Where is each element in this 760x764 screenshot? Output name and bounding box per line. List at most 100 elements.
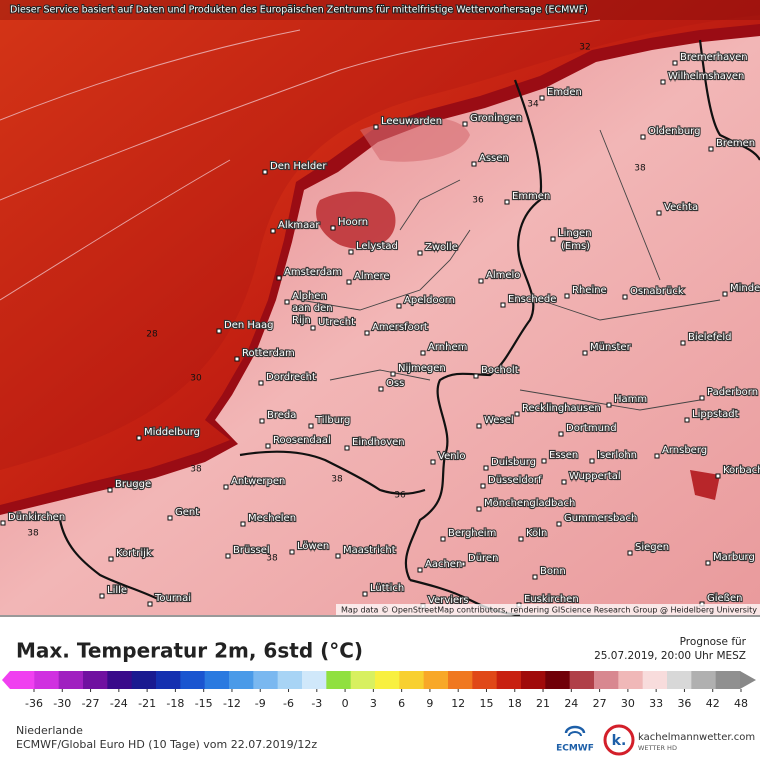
city-label[interactable]: Düsseldorf (487, 474, 543, 487)
city-label[interactable]: Gummersbach (563, 512, 639, 525)
city-label[interactable]: Nijmegen (397, 362, 447, 375)
city-label[interactable]: Zwolle (424, 241, 459, 254)
city-dot (589, 458, 595, 464)
city-dot (378, 386, 384, 392)
city-label[interactable]: Bremerhaven (679, 51, 749, 64)
city-label[interactable]: Rheine (571, 284, 608, 297)
city-label[interactable]: Verviers (427, 594, 470, 607)
city-label[interactable]: Vechta (663, 201, 699, 214)
city-label[interactable]: Brüssel (232, 544, 271, 557)
city-label[interactable]: Lingen (557, 227, 593, 240)
city-label[interactable]: Rijn (291, 314, 312, 327)
city-label[interactable]: Gießen (706, 592, 744, 605)
city-label[interactable]: Wilhelmshaven (667, 70, 746, 83)
city-label[interactable]: Hoorn (337, 216, 369, 229)
city-label[interactable]: Bielefeld (687, 331, 733, 344)
city-label[interactable]: Iserlohn (596, 449, 638, 462)
city-label[interactable]: Gent (174, 506, 200, 519)
city-label[interactable]: Almere (353, 270, 391, 283)
city-label[interactable]: Münster (589, 341, 633, 354)
city-label[interactable]: Emden (546, 86, 583, 99)
city-label[interactable]: Assen (478, 152, 510, 165)
city-label[interactable]: Euskirchen (523, 593, 580, 606)
colorbar-segment (253, 671, 279, 689)
city-label[interactable]: Rotterdam (241, 347, 296, 360)
city-label[interactable]: Siegen (634, 541, 670, 554)
city-label[interactable]: Mechelen (247, 512, 297, 525)
colorbar-tick-label: 6 (398, 697, 405, 710)
city-label[interactable]: Lüttich (369, 582, 405, 595)
city-label[interactable]: Osnabrück (629, 285, 685, 298)
city-label[interactable]: Aachen (424, 558, 463, 571)
city-label[interactable]: Apeldoorn (403, 294, 456, 307)
city-dot (346, 279, 352, 285)
city-label[interactable]: Recklinghausen (521, 402, 602, 415)
city-label[interactable]: Kortrijk (115, 547, 153, 560)
city-label[interactable]: Wesel (483, 414, 515, 427)
city-label[interactable]: Dordrecht (265, 371, 317, 384)
city-label[interactable]: Lille (106, 584, 128, 597)
city-label[interactable]: Brugge (114, 478, 152, 491)
city-label[interactable]: Oldenburg (647, 125, 702, 138)
city-label[interactable]: Dünkirchen (7, 511, 66, 524)
city-dot (373, 124, 379, 130)
city-label[interactable]: Bergheim (447, 527, 498, 540)
city-label[interactable]: Amersfoort (371, 321, 429, 334)
city-label[interactable]: Minden (729, 282, 760, 295)
city-label[interactable]: aan den (291, 302, 334, 315)
city-label[interactable]: Löwen (296, 540, 330, 553)
city-label[interactable]: Almelo (485, 269, 522, 282)
city-label[interactable]: Alphen (291, 290, 328, 303)
city-label[interactable]: Lelystad (355, 240, 399, 253)
city-label[interactable]: Marburg (712, 551, 756, 564)
city-label[interactable]: Hamm (613, 393, 648, 406)
city-label[interactable]: Düren (467, 552, 500, 565)
city-label[interactable]: Emmen (511, 190, 551, 203)
city-label[interactable]: Maastricht (342, 544, 397, 557)
city-label[interactable]: (Ems) (560, 240, 591, 253)
city-label[interactable]: Den Helder (269, 160, 329, 173)
city-label[interactable]: Enschede (507, 293, 558, 306)
city-label[interactable]: Den Haag (223, 319, 275, 332)
city-label[interactable]: Venlo (437, 450, 467, 463)
city-label[interactable]: Lippstadt (691, 408, 740, 421)
city-label[interactable]: Bocholt (480, 364, 520, 377)
city-label[interactable]: Breda (266, 409, 298, 422)
city-label[interactable]: Antwerpen (230, 475, 287, 488)
city-label[interactable]: Dortmund (565, 422, 618, 435)
city-dot (684, 417, 690, 423)
city-label[interactable]: Wuppertal (568, 470, 622, 483)
city-label[interactable]: Arnsberg (661, 444, 708, 457)
city-label[interactable]: Tilburg (314, 414, 352, 427)
site-logo[interactable]: k. kachelmannwetter.com WETTER HD (603, 724, 755, 756)
city-label[interactable]: Oss (385, 377, 405, 390)
city-dot (259, 418, 265, 424)
city-label[interactable]: Roosendaal (272, 434, 332, 447)
city-label[interactable]: Eindhoven (351, 436, 406, 449)
city-label[interactable]: Duisburg (490, 456, 537, 469)
city-dot (362, 591, 368, 597)
city-label[interactable]: Paderborn (706, 386, 759, 399)
city-label[interactable]: Amsterdam (283, 266, 343, 279)
city-dot (462, 121, 468, 127)
city-label[interactable]: Essen (548, 449, 579, 462)
city-label[interactable]: Köln (525, 527, 548, 540)
city-label[interactable]: Utrecht (317, 316, 356, 329)
city-label[interactable]: Groningen (469, 112, 523, 125)
city-label[interactable]: Arnhem (427, 341, 469, 354)
city-label[interactable]: Leeuwarden (380, 115, 443, 128)
city-label[interactable]: Bremen (715, 137, 756, 150)
colorbar-tick-label: -9 (255, 697, 266, 710)
city-label[interactable]: Korbach (722, 464, 760, 477)
coast-weser (698, 39, 760, 161)
city-label[interactable]: Middelburg (143, 426, 201, 439)
city-label[interactable]: Tournai (153, 592, 192, 605)
city-label[interactable]: Mönchengladbach (483, 497, 577, 510)
city-dot (258, 380, 264, 386)
city-dot (518, 536, 524, 542)
city-label[interactable]: Alkmaar (277, 219, 322, 232)
ecmwf-logo[interactable]: ECMWF (556, 725, 594, 754)
city-label[interactable]: Bonn (539, 565, 567, 578)
city-dot (136, 435, 142, 441)
warm-area (360, 117, 470, 162)
